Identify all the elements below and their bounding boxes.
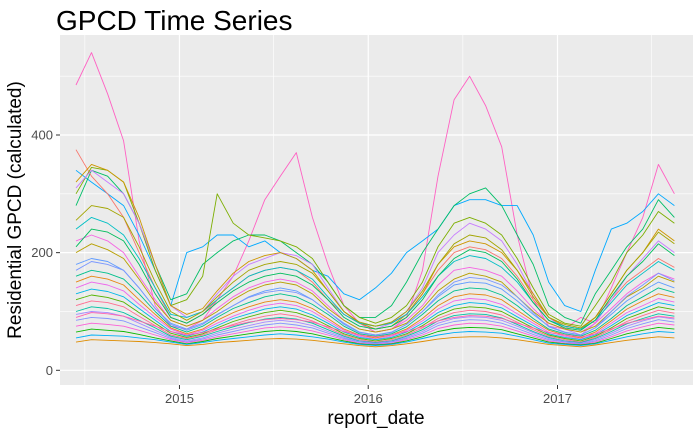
- series-line-19: [75, 311, 675, 344]
- series-line-21: [75, 322, 675, 345]
- series-line-14: [75, 281, 675, 340]
- series-line-17: [75, 300, 675, 343]
- series-line-3: [75, 169, 675, 324]
- y-tick-label: 0: [46, 363, 53, 378]
- y-axis-ticks: 0 200 400: [31, 128, 60, 378]
- plot-panel: [60, 35, 693, 385]
- series-line-26: [75, 228, 675, 331]
- series-line-28: [75, 205, 675, 329]
- series-line-27: [75, 261, 675, 336]
- series-line-5: [75, 166, 675, 327]
- minor-gridlines: [60, 35, 693, 385]
- series-line-13: [75, 275, 675, 339]
- y-axis-title: Residential GPCD (calculated): [5, 81, 26, 339]
- x-axis-ticks: 2015 2016 2017: [165, 385, 572, 406]
- series-line-2: [75, 169, 675, 312]
- x-tick-label: 2016: [354, 391, 383, 406]
- x-axis-title: report_date: [327, 408, 424, 429]
- x-tick-label: 2015: [165, 391, 194, 406]
- series-line-22: [75, 326, 675, 346]
- series-line-12: [75, 269, 675, 337]
- series-lines: [75, 52, 675, 348]
- series-line-25: [75, 312, 675, 338]
- x-tick-label: 2017: [543, 391, 572, 406]
- series-line-10: [75, 243, 675, 333]
- series-line-16: [75, 294, 675, 342]
- series-line-20: [75, 316, 675, 345]
- chart-title: GPCD Time Series: [56, 5, 293, 36]
- y-tick-label: 400: [31, 128, 53, 143]
- series-line-23: [75, 331, 675, 347]
- y-tick-label: 200: [31, 245, 53, 260]
- series-line-24: [75, 336, 675, 348]
- series-line-18: [75, 306, 675, 344]
